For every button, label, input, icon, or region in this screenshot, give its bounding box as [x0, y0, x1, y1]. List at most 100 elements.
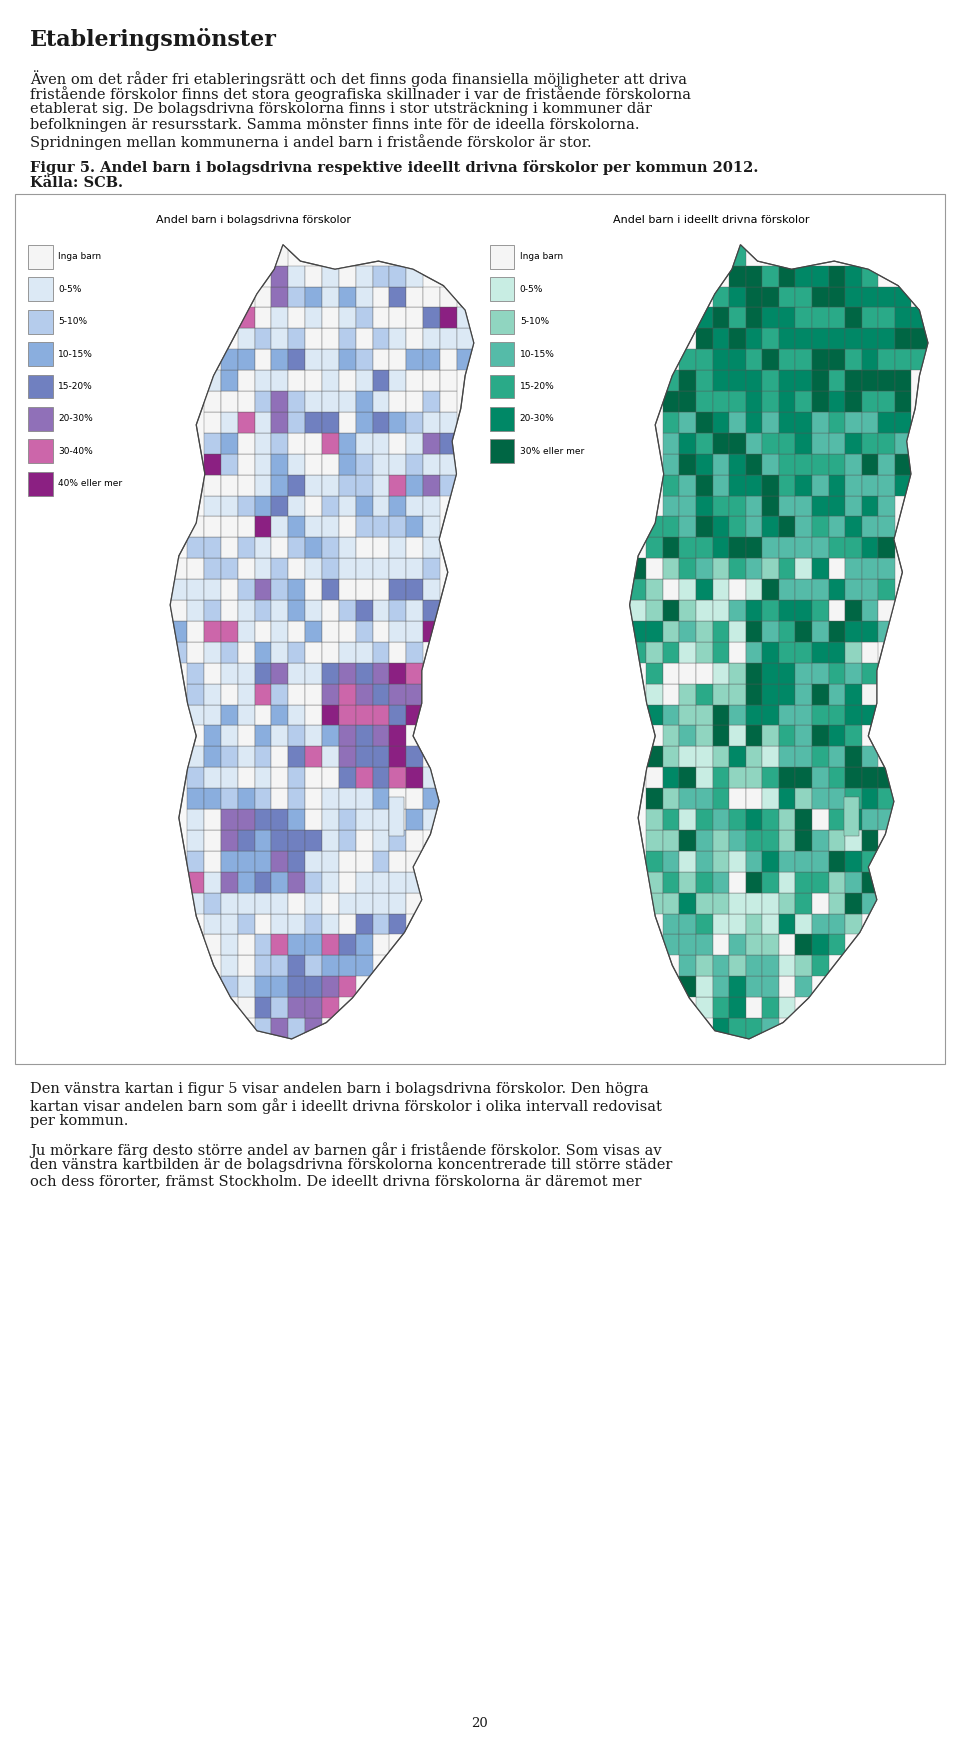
Bar: [406, 684, 423, 705]
Bar: [288, 850, 305, 871]
Bar: [662, 600, 680, 621]
Bar: [372, 871, 390, 892]
Bar: [356, 286, 372, 307]
Bar: [204, 747, 221, 768]
Bar: [729, 475, 746, 496]
Bar: [696, 370, 712, 391]
Bar: [696, 684, 712, 705]
Bar: [204, 829, 221, 850]
Bar: [729, 955, 746, 976]
Bar: [662, 370, 680, 391]
Bar: [646, 621, 662, 642]
Bar: [288, 496, 305, 517]
Bar: [779, 621, 796, 642]
Text: fristående förskolor finns det stora geografiska skillnader i var de fristående : fristående förskolor finns det stora geo…: [30, 86, 691, 102]
Bar: [372, 307, 390, 328]
Bar: [729, 726, 746, 747]
Bar: [322, 391, 339, 412]
Polygon shape: [170, 245, 474, 1040]
Bar: [796, 538, 812, 557]
Bar: [406, 307, 423, 328]
Bar: [796, 768, 812, 789]
Bar: [911, 328, 928, 349]
Bar: [204, 496, 221, 517]
Bar: [288, 349, 305, 370]
Bar: [646, 538, 662, 557]
Bar: [729, 1018, 746, 1040]
Bar: [779, 328, 796, 349]
Bar: [796, 789, 812, 810]
Bar: [187, 663, 204, 684]
Bar: [812, 266, 828, 286]
Bar: [238, 976, 254, 997]
Bar: [779, 955, 796, 976]
Bar: [372, 642, 390, 663]
Bar: [828, 286, 845, 307]
Bar: [238, 454, 254, 475]
Bar: [712, 412, 729, 433]
Bar: [662, 829, 680, 850]
Bar: [305, 517, 322, 538]
Bar: [272, 705, 288, 726]
Bar: [646, 557, 662, 578]
Bar: [828, 705, 845, 726]
Bar: [862, 768, 878, 789]
Bar: [828, 892, 845, 913]
Bar: [845, 557, 862, 578]
Bar: [712, 557, 729, 578]
Bar: [356, 391, 372, 412]
Bar: [729, 663, 746, 684]
Bar: [845, 538, 862, 557]
Text: Den vänstra kartan i figur 5 visar andelen barn i bolagsdrivna förskolor. Den hö: Den vänstra kartan i figur 5 visar andel…: [30, 1082, 649, 1096]
Bar: [712, 976, 729, 997]
Bar: [845, 391, 862, 412]
Bar: [221, 892, 238, 913]
Bar: [339, 934, 356, 955]
Bar: [680, 976, 696, 997]
Bar: [696, 892, 712, 913]
Bar: [272, 934, 288, 955]
Bar: [696, 705, 712, 726]
Bar: [272, 955, 288, 976]
Bar: [254, 600, 272, 621]
Bar: [796, 496, 812, 517]
Bar: [680, 871, 696, 892]
Bar: [878, 557, 895, 578]
Bar: [779, 433, 796, 454]
Bar: [254, 726, 272, 747]
Bar: [272, 245, 288, 266]
Bar: [845, 496, 862, 517]
Bar: [878, 286, 895, 307]
Bar: [729, 642, 746, 663]
Bar: [779, 892, 796, 913]
Bar: [712, 850, 729, 871]
Bar: [712, 871, 729, 892]
Bar: [812, 349, 828, 370]
Bar: [712, 726, 729, 747]
Bar: [440, 412, 457, 433]
Bar: [812, 621, 828, 642]
Bar: [254, 955, 272, 976]
Bar: [762, 517, 779, 538]
Bar: [305, 496, 322, 517]
Bar: [729, 349, 746, 370]
Bar: [729, 934, 746, 955]
Bar: [187, 578, 204, 600]
Bar: [796, 705, 812, 726]
Bar: [828, 934, 845, 955]
Bar: [779, 726, 796, 747]
Bar: [662, 557, 680, 578]
Bar: [372, 328, 390, 349]
Text: 10-15%: 10-15%: [519, 349, 555, 359]
Bar: [680, 705, 696, 726]
Bar: [390, 266, 406, 286]
Bar: [221, 538, 238, 557]
Bar: [440, 454, 457, 475]
Bar: [630, 578, 646, 600]
Bar: [729, 892, 746, 913]
Bar: [288, 454, 305, 475]
Bar: [221, 370, 238, 391]
Bar: [305, 913, 322, 934]
Bar: [696, 726, 712, 747]
Bar: [406, 768, 423, 789]
